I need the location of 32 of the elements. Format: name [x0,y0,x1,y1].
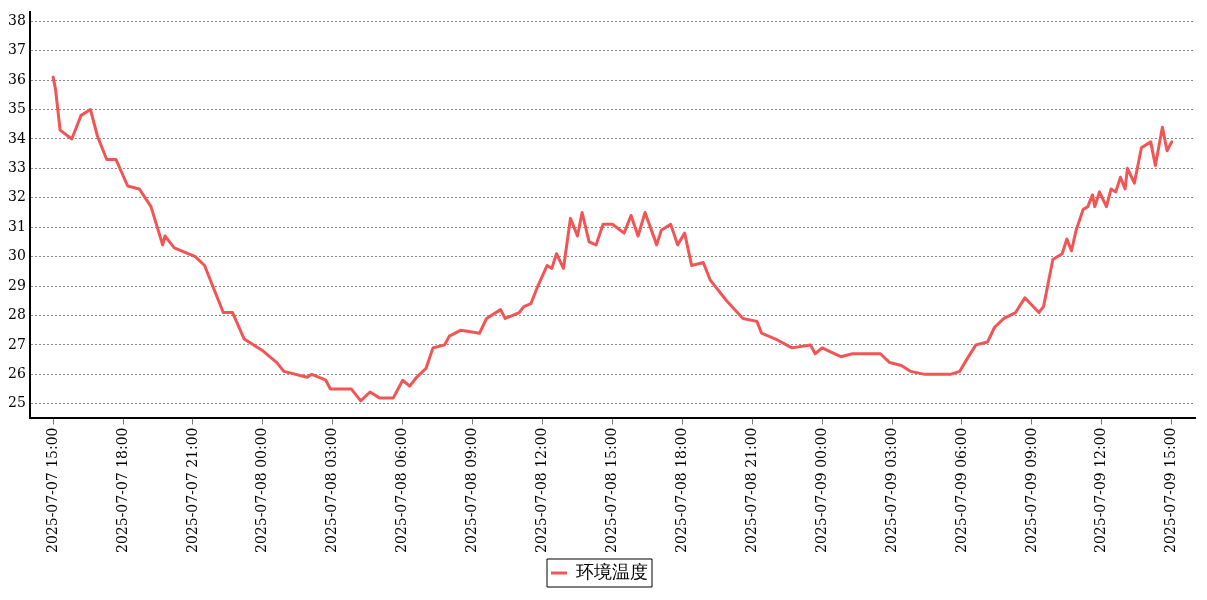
y-tick-label: 32 [7,188,26,205]
y-tick-label: 30 [7,247,26,264]
x-tick-label: 2025-07-09 12:00 [1092,427,1109,553]
x-tick-label: 2025-07-07 18:00 [113,427,130,553]
y-tick-label: 27 [7,335,26,352]
y-tick-label: 26 [7,364,26,381]
y-tick-label: 33 [7,159,26,175]
y-tick-label: 25 [7,394,26,411]
x-tick-label: 2025-07-08 06:00 [393,427,410,553]
y-tick-label: 34 [7,129,26,146]
x-tick-label: 2025-07-09 15:00 [1162,427,1179,553]
y-tick-label: 31 [7,217,26,234]
x-tick-label: 2025-07-09 03:00 [882,427,899,553]
x-tick-label: 2025-07-07 21:00 [183,427,200,553]
x-tick-label: 2025-07-09 00:00 [812,427,829,553]
y-tick-label: 38 [7,11,26,28]
x-tick-label: 2025-07-08 15:00 [603,427,620,553]
x-tick-label: 2025-07-08 18:00 [672,427,689,553]
x-tick-label: 2025-07-09 06:00 [952,427,969,553]
legend-label: 环境温度 [576,560,648,582]
y-tick-label: 37 [7,41,26,58]
x-tick-label: 2025-07-08 12:00 [533,427,550,553]
x-tick-label: 2025-07-09 09:00 [1022,427,1039,553]
x-tick-label: 2025-07-08 00:00 [253,427,270,553]
y-tick-label: 28 [7,306,26,323]
x-tick-label: 2025-07-07 15:00 [43,427,60,553]
y-tick-label: 35 [7,100,26,117]
x-tick-label: 2025-07-08 03:00 [323,427,340,553]
y-tick-label: 36 [7,70,26,87]
x-tick-label: 2025-07-08 21:00 [742,427,759,553]
x-tick-label: 2025-07-08 09:00 [463,427,480,553]
y-tick-label: 29 [7,276,26,293]
